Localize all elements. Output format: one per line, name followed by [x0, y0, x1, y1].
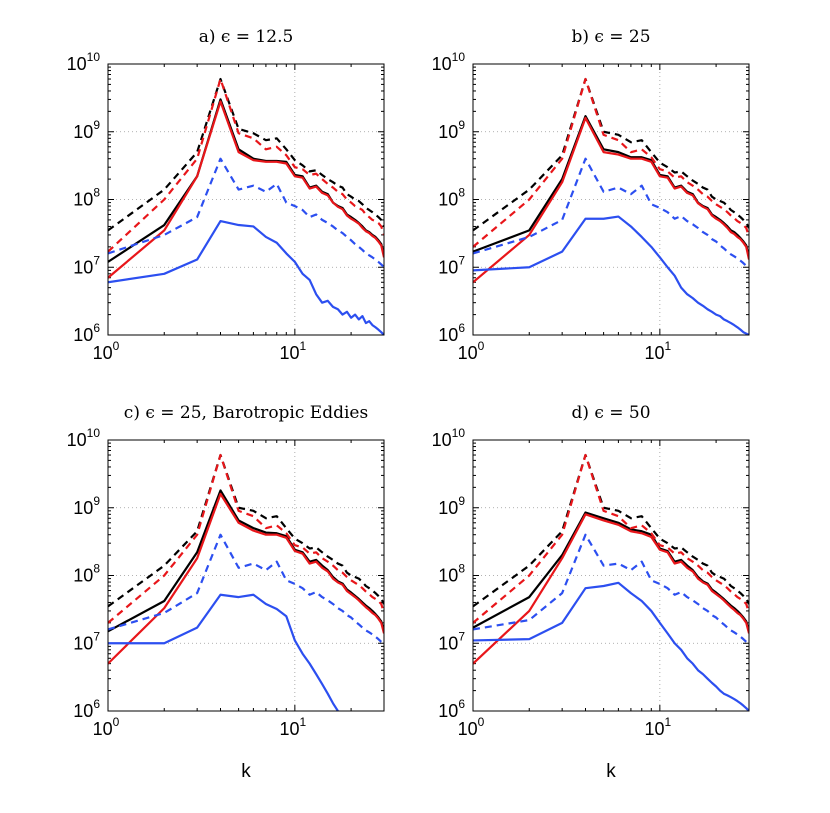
series-red-dashed [473, 77, 749, 248]
axes-frame [472, 63, 750, 336]
axes-frame [472, 439, 750, 712]
chart-panel-3: 100 101 106 107 108 109 1010 d) ϵ = 50 k [432, 403, 750, 782]
y-tick-label: 106 [438, 697, 465, 721]
y-tick-label: 107 [73, 253, 100, 277]
series-blue-dashed [108, 157, 384, 269]
x-tick-label: 100 [93, 339, 120, 363]
y-tick-label: 108 [73, 562, 100, 586]
x-tick-label: 101 [644, 715, 671, 739]
x-tick-label: 101 [279, 339, 306, 363]
y-tick-label: 109 [438, 494, 465, 518]
series-red-solid [108, 100, 384, 279]
y-tick-label: 1010 [432, 50, 466, 74]
series-black-solid [108, 98, 384, 263]
series-red-solid [473, 513, 749, 665]
series-blue-solid [473, 581, 749, 711]
chart-panel-2: 100 101 106 107 108 109 1010 c) ϵ = 25, Barotro… [67, 403, 385, 782]
chart-title: b) ϵ = 25 [571, 27, 650, 47]
y-tick-label: 107 [438, 253, 465, 277]
x-tick-label: 100 [458, 339, 485, 363]
series-black-solid [473, 115, 749, 258]
y-tick-label: 107 [73, 629, 100, 653]
axes-frame [107, 63, 385, 336]
chart-title: a) ϵ = 12.5 [199, 27, 294, 47]
series-blue-dashed [108, 533, 384, 645]
series-red-dashed [473, 453, 749, 624]
series-group [473, 453, 749, 711]
series-group [108, 77, 384, 335]
series-red-dashed [108, 453, 384, 624]
y-tick-label: 1010 [67, 50, 101, 74]
series-black-dashed [108, 453, 384, 608]
y-tick-label: 106 [73, 697, 100, 721]
y-tick-label: 107 [438, 629, 465, 653]
y-tick-label: 109 [73, 118, 100, 142]
series-black-dashed [473, 77, 749, 232]
y-tick-label: 108 [438, 186, 465, 210]
series-red-dashed [108, 77, 384, 253]
y-tick-label: 1010 [67, 426, 101, 450]
series-blue-dashed [473, 533, 749, 645]
x-tick-label: 100 [458, 715, 485, 739]
series-group [108, 453, 384, 711]
y-tick-label: 1010 [432, 426, 466, 450]
y-tick-label: 109 [73, 494, 100, 518]
x-tick-label: 101 [279, 715, 306, 739]
series-group [473, 77, 749, 335]
series-blue-solid [108, 220, 384, 335]
x-axis-label: k [606, 761, 616, 782]
y-tick-label: 109 [438, 118, 465, 142]
x-tick-label: 101 [644, 339, 671, 363]
series-blue-solid [108, 593, 339, 711]
chart-panel-1: 100 101 106 107 108 109 1010 b) ϵ = 25 [432, 27, 750, 363]
series-black-dashed [108, 77, 384, 232]
series-blue-dashed [473, 157, 749, 270]
series-blue-solid [473, 215, 749, 335]
chart-panel-0: 100 101 106 107 108 109 1010 a) ϵ = 12.5 [67, 27, 385, 363]
y-tick-label: 108 [438, 562, 465, 586]
series-red-solid [473, 116, 749, 284]
chart-title: c) ϵ = 25, Barotropic Eddies [124, 403, 368, 423]
x-tick-label: 100 [93, 715, 120, 739]
x-axis-label: k [241, 761, 251, 782]
y-tick-label: 108 [73, 186, 100, 210]
chart-title: d) ϵ = 50 [571, 403, 650, 423]
y-tick-label: 106 [73, 321, 100, 345]
series-red-solid [108, 492, 384, 665]
axes-frame [107, 439, 385, 712]
series-black-dashed [473, 453, 749, 608]
y-tick-label: 106 [438, 321, 465, 345]
